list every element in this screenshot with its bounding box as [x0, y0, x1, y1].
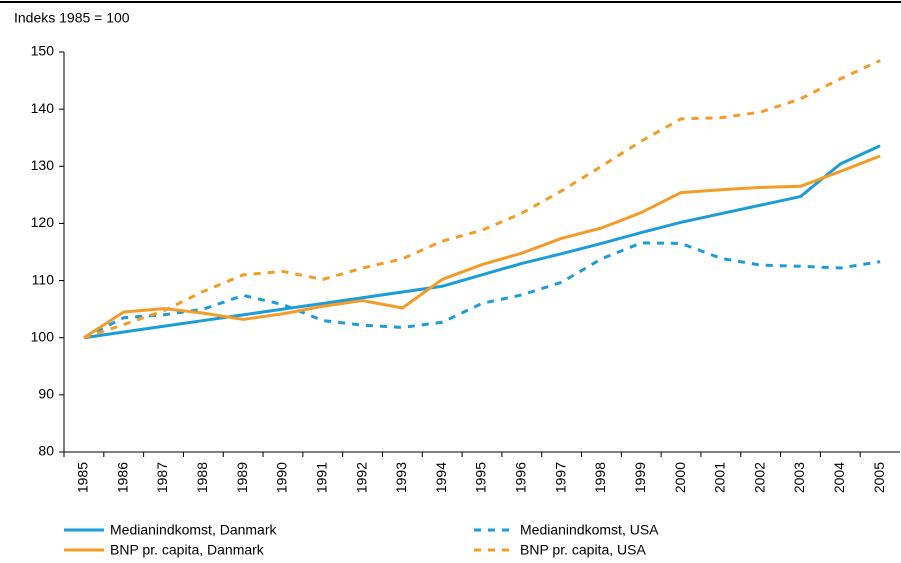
legend-label: BNP pr. capita, Danmark — [110, 542, 265, 558]
x-tick-label: 1994 — [433, 462, 449, 493]
x-tick-label: 2004 — [831, 462, 847, 493]
x-tick-label: 1991 — [313, 462, 329, 493]
y-tick-label: 80 — [38, 443, 54, 459]
legend-label: Medianindkomst, Danmark — [110, 522, 278, 538]
series-line — [83, 154, 881, 339]
y-tick-label: 150 — [31, 43, 55, 59]
x-tick-label: 2001 — [712, 462, 728, 493]
y-tick-label: 90 — [38, 386, 54, 402]
y-tick-label: 100 — [31, 328, 55, 344]
y-tick-label: 130 — [31, 157, 55, 173]
x-tick-label: 2002 — [751, 462, 767, 493]
x-tick-label: 1993 — [393, 462, 409, 493]
y-axis-label: Indeks 1985 = 100 — [14, 10, 130, 26]
x-tick-label: 1998 — [592, 462, 608, 493]
x-tick-label: 1996 — [513, 462, 529, 493]
x-tick-label: 1989 — [234, 462, 250, 493]
y-tick-label: 110 — [32, 271, 55, 287]
x-tick-label: 1988 — [194, 462, 210, 493]
x-tick-label: 1985 — [75, 462, 91, 493]
x-tick-label: 1995 — [473, 462, 489, 493]
x-tick-label: 2000 — [672, 462, 688, 493]
x-tick-label: 1999 — [632, 462, 648, 493]
x-tick-label: 1986 — [114, 462, 130, 493]
x-tick-label: 2005 — [871, 462, 887, 493]
y-tick-label: 120 — [31, 214, 55, 230]
series-line — [83, 59, 881, 340]
x-tick-label: 2003 — [791, 462, 807, 493]
x-tick-label: 1992 — [353, 462, 369, 493]
x-tick-label: 1987 — [154, 462, 170, 493]
legend-label: BNP pr. capita, USA — [520, 542, 646, 558]
x-tick-label: 1997 — [552, 462, 568, 493]
legend-label: Medianindkomst, USA — [520, 522, 659, 538]
x-tick-label: 1990 — [274, 462, 290, 493]
y-tick-label: 140 — [31, 100, 55, 116]
series-line — [83, 144, 881, 340]
